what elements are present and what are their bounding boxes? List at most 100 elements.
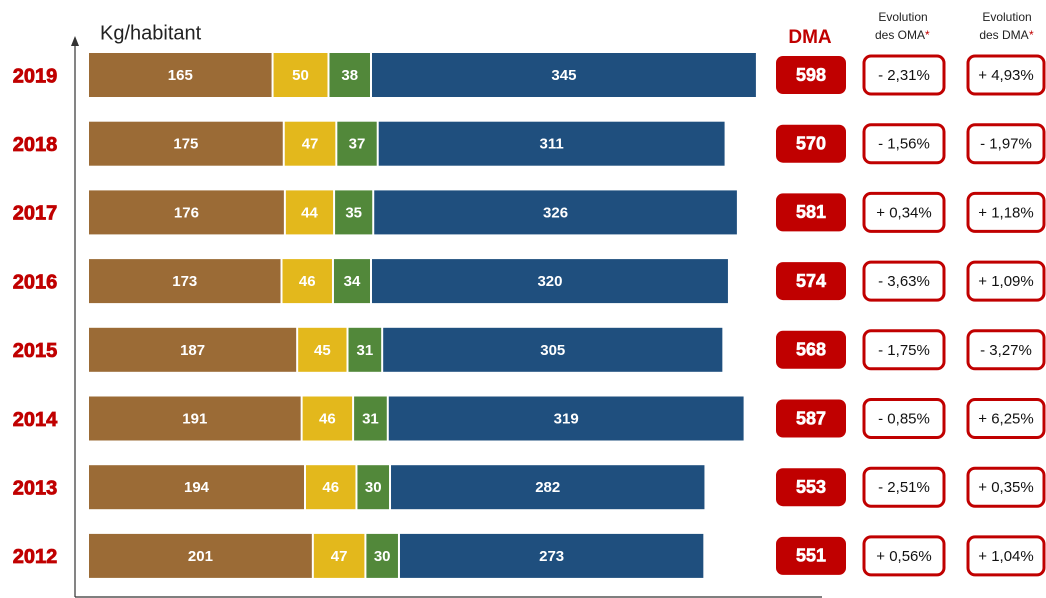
evolution-box bbox=[862, 191, 946, 233]
dma-value: 568 bbox=[796, 340, 826, 360]
bar-segment bbox=[89, 121, 283, 166]
y-axis-label: Kg/habitant bbox=[100, 22, 202, 44]
evolution-box bbox=[966, 260, 1046, 302]
evolution-box bbox=[966, 123, 1046, 165]
bar-label: 35 bbox=[345, 204, 362, 221]
dma-box bbox=[776, 193, 846, 232]
bar-segment bbox=[313, 533, 365, 578]
bar-label: 31 bbox=[362, 410, 379, 427]
bar-segment bbox=[371, 53, 756, 97]
bar-label: 38 bbox=[341, 67, 358, 84]
bar-segment bbox=[285, 190, 334, 235]
dma-value: 553 bbox=[796, 477, 826, 497]
dma-value: 574 bbox=[796, 271, 826, 291]
bar-label: 30 bbox=[374, 548, 391, 565]
bar-segment bbox=[399, 533, 704, 578]
evolution-box bbox=[862, 54, 946, 96]
evolution-box bbox=[966, 398, 1046, 439]
bar-label: 31 bbox=[357, 342, 374, 359]
bar-segment bbox=[89, 396, 301, 441]
bar-segment bbox=[357, 465, 390, 510]
evolution-value: + 0,35% bbox=[978, 479, 1033, 496]
evolution-value: - 2,31% bbox=[878, 67, 930, 84]
bar-label: 46 bbox=[299, 273, 316, 290]
bar-label: 319 bbox=[554, 410, 579, 427]
year-label: 2014 bbox=[13, 409, 58, 431]
bar-label: 46 bbox=[322, 479, 339, 496]
evolution-box bbox=[862, 123, 946, 165]
bar-segment bbox=[329, 53, 370, 97]
bar-segment bbox=[348, 327, 382, 372]
oma-header: Evolution bbox=[878, 10, 927, 24]
year-label: 2012 bbox=[13, 546, 58, 568]
dma-box bbox=[776, 330, 846, 369]
year-label: 2018 bbox=[13, 134, 58, 156]
evolution-box bbox=[862, 398, 946, 439]
dma-value: 551 bbox=[796, 546, 826, 566]
evolution-value: - 2,51% bbox=[878, 479, 930, 496]
bar-segment bbox=[388, 396, 744, 441]
evolution-value: - 3,27% bbox=[980, 342, 1032, 359]
bar-segment bbox=[337, 121, 377, 166]
bar-label: 345 bbox=[551, 67, 576, 84]
dma-box bbox=[776, 468, 846, 507]
bar-label: 194 bbox=[184, 479, 210, 496]
evolution-box bbox=[966, 466, 1046, 508]
oma-header: des OMA bbox=[875, 28, 925, 42]
bar-label: 273 bbox=[539, 548, 564, 565]
evolution-box bbox=[862, 329, 946, 371]
bar-label: 282 bbox=[535, 479, 560, 496]
dma-evo-header: des DMA bbox=[979, 28, 1028, 42]
evolution-box bbox=[862, 466, 946, 508]
bar-label: 311 bbox=[540, 136, 564, 153]
bar-segment bbox=[374, 190, 737, 235]
bar-segment bbox=[89, 259, 281, 304]
dma-box bbox=[776, 124, 846, 163]
evolution-value: - 3,63% bbox=[878, 273, 930, 290]
evolution-value: - 1,56% bbox=[878, 136, 930, 153]
y-axis-arrow bbox=[71, 36, 79, 46]
year-label: 2019 bbox=[13, 65, 58, 87]
evolution-value: + 1,18% bbox=[978, 204, 1033, 221]
bar-label: 320 bbox=[537, 273, 562, 290]
bar-label: 201 bbox=[188, 548, 213, 565]
year-label: 2015 bbox=[13, 340, 58, 362]
bar-label: 50 bbox=[292, 67, 309, 84]
bar-segment bbox=[282, 259, 332, 304]
bar-segment bbox=[89, 465, 305, 510]
evolution-value: + 6,25% bbox=[978, 410, 1033, 427]
evolution-value: - 1,97% bbox=[980, 136, 1032, 153]
bar-label: 175 bbox=[173, 136, 198, 153]
bar-label: 46 bbox=[319, 410, 336, 427]
bar-label: 34 bbox=[344, 273, 361, 290]
bar-segment bbox=[333, 259, 370, 304]
dma-value: 570 bbox=[796, 133, 826, 153]
bar-segment bbox=[89, 53, 272, 97]
bar-label: 165 bbox=[168, 67, 193, 84]
bar-label: 47 bbox=[302, 136, 319, 153]
bar-label: 191 bbox=[182, 410, 207, 427]
evolution-box bbox=[966, 535, 1046, 577]
bar-segment bbox=[89, 533, 312, 578]
evolution-value: + 1,04% bbox=[978, 548, 1033, 565]
evolution-value: - 0,85% bbox=[878, 410, 930, 427]
bar-label: 187 bbox=[180, 342, 205, 359]
bar-label: 326 bbox=[543, 204, 568, 221]
bar-label: 44 bbox=[301, 204, 318, 221]
evolution-box bbox=[966, 54, 1046, 96]
evolution-box bbox=[862, 535, 946, 577]
bar-segment bbox=[391, 465, 705, 510]
bar-segment bbox=[378, 121, 725, 166]
evolution-value: + 4,93% bbox=[978, 67, 1033, 84]
evolution-box bbox=[966, 329, 1046, 371]
year-label: 2017 bbox=[13, 203, 58, 225]
bar-label: 45 bbox=[314, 342, 331, 359]
evolution-box bbox=[862, 260, 946, 302]
dma-box bbox=[776, 262, 846, 301]
bar-segment bbox=[371, 259, 728, 304]
bar-label: 173 bbox=[172, 273, 197, 290]
asterisk: * bbox=[1029, 28, 1034, 42]
year-label: 2013 bbox=[13, 477, 58, 499]
year-label: 2016 bbox=[13, 271, 58, 293]
